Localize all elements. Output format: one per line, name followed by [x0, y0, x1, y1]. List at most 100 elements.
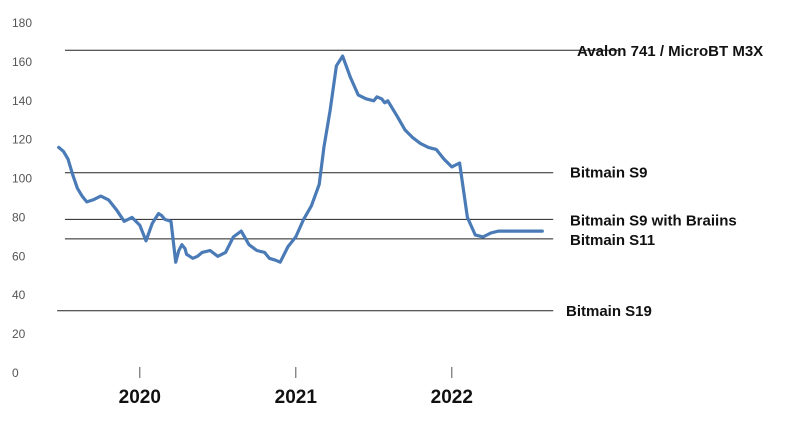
data-point	[451, 166, 453, 168]
data-point	[533, 230, 536, 232]
data-point	[175, 261, 177, 263]
data-point	[279, 261, 281, 263]
data-point	[170, 220, 172, 222]
data-point	[427, 146, 429, 149]
data-point	[404, 129, 406, 131]
data-point	[151, 222, 153, 224]
data-point	[131, 216, 133, 219]
data-point	[145, 240, 147, 242]
x-tick-label: 2020	[119, 387, 161, 408]
data-point	[538, 230, 540, 232]
data-point	[209, 249, 211, 252]
data-point	[62, 150, 64, 152]
y-axis: 0 20 40 60 80 100 120 140 160 180	[12, 16, 32, 380]
reference-line-label: Bitmain S11	[570, 232, 655, 249]
data-point	[530, 230, 532, 232]
data-point	[384, 102, 386, 104]
data-point	[225, 251, 227, 254]
x-tick-label: 2022	[431, 387, 473, 408]
data-point	[466, 216, 468, 219]
data-point	[295, 236, 297, 238]
data-point	[513, 230, 515, 232]
data-point	[474, 234, 476, 236]
data-point	[505, 230, 507, 232]
data-point	[420, 142, 422, 145]
data-point	[381, 98, 383, 100]
y-tick-label: 60	[12, 249, 26, 263]
data-point	[192, 257, 194, 259]
series-group	[57, 54, 544, 264]
data-point	[164, 218, 166, 220]
y-tick-label: 160	[12, 55, 32, 69]
data-point	[92, 199, 94, 201]
data-point	[482, 236, 484, 238]
data-point	[329, 109, 331, 112]
data-point	[181, 244, 183, 246]
data-point	[248, 244, 250, 246]
data-point	[108, 199, 110, 201]
data-point	[100, 195, 102, 197]
data-point	[541, 230, 543, 232]
data-point	[86, 201, 88, 203]
data-point	[490, 232, 492, 234]
data-point	[232, 236, 234, 238]
y-tick-label: 0	[12, 366, 19, 380]
data-point	[521, 230, 523, 232]
data-point	[58, 146, 60, 149]
data-point	[264, 251, 266, 254]
x-axis: 2020 2021 2022	[119, 367, 473, 408]
data-point	[318, 183, 320, 185]
data-point	[396, 115, 398, 117]
y-tick-label: 180	[12, 16, 32, 30]
series-line	[57, 54, 544, 264]
data-point	[157, 212, 160, 215]
data-point	[67, 158, 69, 160]
reference-line-label: Bitmain S9	[570, 165, 648, 182]
x-tick-label: 2021	[275, 387, 318, 408]
data-point	[217, 255, 219, 257]
data-point	[76, 187, 78, 189]
y-tick-label: 80	[12, 210, 26, 224]
data-point	[323, 146, 325, 149]
data-point	[240, 230, 242, 232]
data-point	[139, 224, 141, 226]
data-point	[357, 94, 359, 96]
data-point	[376, 96, 378, 98]
data-point	[303, 218, 305, 220]
data-point	[342, 55, 344, 57]
data-point	[526, 230, 528, 232]
data-point	[161, 214, 163, 217]
data-point	[201, 251, 203, 254]
data-point	[274, 259, 277, 261]
y-tick-label: 100	[12, 172, 32, 186]
y-tick-label: 20	[12, 327, 26, 341]
y-tick-label: 40	[12, 288, 26, 302]
data-point	[115, 209, 117, 211]
data-point	[72, 174, 74, 176]
data-point	[443, 158, 445, 160]
reference-line-label: Bitmain S9 with Braiins	[570, 212, 737, 229]
data-point	[349, 76, 351, 79]
data-point	[310, 205, 312, 207]
y-tick-label: 120	[12, 133, 32, 147]
data-point	[529, 230, 531, 232]
data-point	[186, 253, 188, 255]
data-point	[365, 98, 367, 100]
reference-lines: Avalon 741 / MicroBT M3X Bitmain S9 Bitmai…	[57, 43, 763, 320]
data-point	[184, 247, 186, 250]
data-point	[256, 249, 258, 252]
data-point	[81, 195, 83, 197]
data-point	[178, 249, 180, 252]
data-point	[335, 65, 337, 67]
data-point	[459, 162, 461, 164]
data-point	[412, 137, 414, 139]
reference-line-label: Avalon 741 / MicroBT M3X	[577, 43, 763, 60]
data-point	[189, 255, 191, 257]
data-point	[268, 257, 270, 259]
data-point	[373, 100, 375, 102]
data-point	[435, 148, 437, 150]
data-point	[196, 255, 199, 257]
data-point	[498, 230, 500, 232]
y-tick-label: 140	[12, 94, 32, 108]
